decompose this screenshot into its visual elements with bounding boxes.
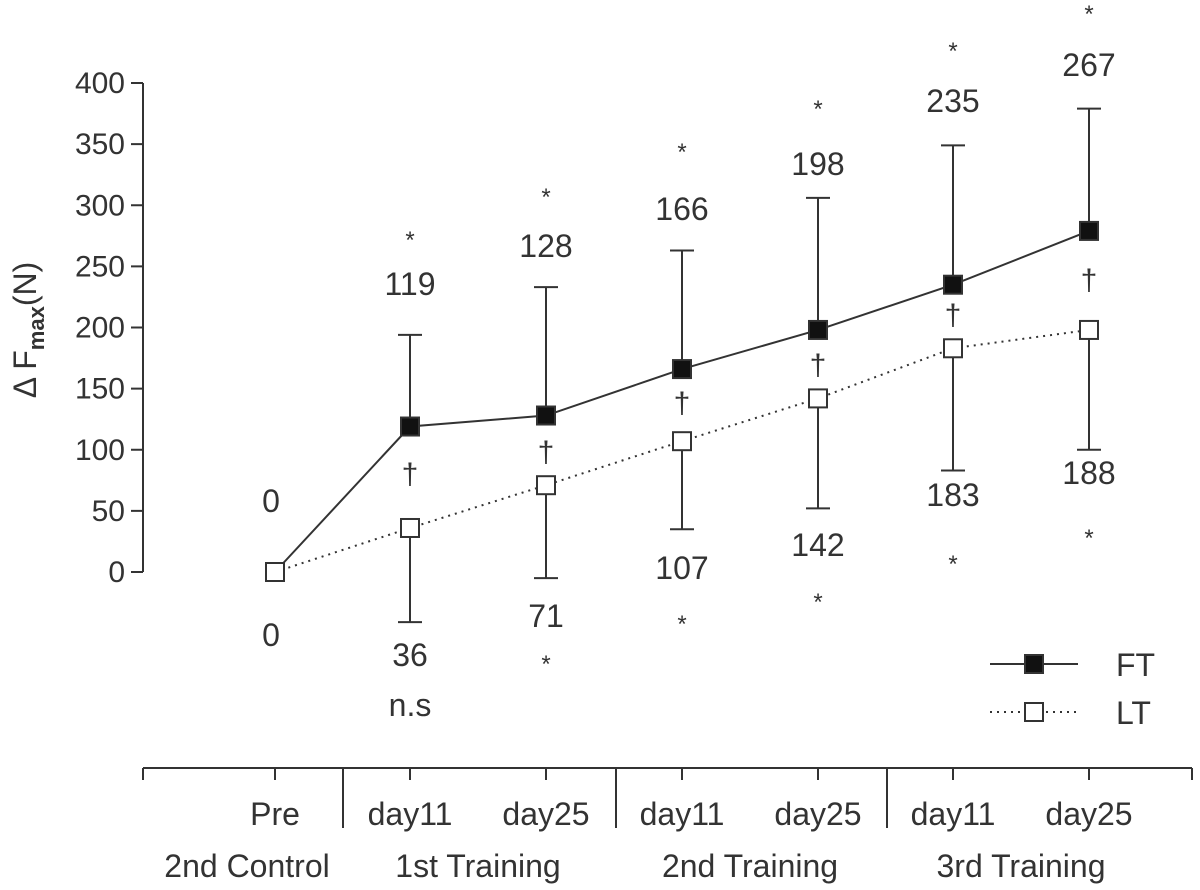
lt-significance-mark: *	[541, 651, 550, 678]
ft-significance-mark: *	[948, 38, 957, 65]
ft-value-label: 267	[1062, 47, 1115, 83]
ft-value-label: 235	[926, 83, 979, 119]
group-label: 2nd Training	[662, 848, 838, 884]
between-group-mark: †	[945, 299, 962, 332]
ft-significance-mark: *	[1084, 1, 1093, 28]
legend-lt-marker	[1024, 702, 1044, 722]
y-axis-title-unit: (N)	[7, 262, 43, 306]
lt-value-label: 36	[392, 637, 428, 673]
y-tick-label: 200	[75, 312, 125, 345]
legend-lt-label: LT	[1116, 695, 1151, 731]
x-tick-label: day25	[1045, 796, 1132, 832]
x-tick-label: day11	[368, 796, 453, 832]
legend-ft-label: FT	[1116, 647, 1155, 683]
ft-significance-mark: *	[541, 184, 550, 211]
ft-value-label: 128	[519, 228, 572, 264]
lt-significance-mark: *	[1084, 525, 1093, 552]
lt-significance-mark: *	[948, 551, 957, 578]
group-label: 2nd Control	[164, 848, 329, 884]
y-tick-label: 300	[75, 189, 125, 222]
lt-point	[672, 431, 692, 452]
between-group-mark: †	[810, 349, 827, 382]
lt-point	[943, 338, 963, 359]
ft-value-label: 119	[384, 266, 435, 302]
x-tick-label: day11	[640, 796, 725, 832]
ft-value-label: 198	[791, 146, 844, 182]
y-tick-label: 400	[75, 67, 125, 100]
ft-point	[943, 274, 963, 295]
x-tick-label: day11	[911, 796, 996, 832]
lt-value-label: 142	[791, 527, 844, 563]
ft-significance-mark: *	[677, 139, 686, 166]
y-axis-title: Δ Fmax(N)	[7, 262, 49, 399]
ft-point	[1079, 220, 1099, 241]
ft-point	[808, 319, 828, 340]
between-group-mark: †	[674, 387, 691, 420]
y-axis-title-main: Δ F	[7, 350, 43, 398]
lt-point	[808, 388, 828, 409]
lt-significance-mark: *	[677, 611, 686, 638]
ft-point	[536, 405, 556, 426]
group-label: 1st Training	[395, 848, 560, 884]
between-group-mark: †	[538, 436, 555, 469]
y-tick-label: 0	[108, 556, 125, 589]
x-tick-label: day25	[502, 796, 589, 832]
lt-value-label: 107	[655, 550, 708, 586]
lt-point	[265, 562, 285, 582]
y-tick-label: 350	[75, 128, 125, 161]
ft-value-label: 0	[262, 483, 280, 519]
group-label: 3rd Training	[937, 848, 1106, 884]
between-group-mark: †	[1081, 264, 1098, 297]
lt-value-label: 183	[926, 477, 979, 513]
legend-ft-marker	[1024, 654, 1044, 674]
between-group-mark: †	[402, 458, 419, 491]
lt-significance-mark: n.s	[389, 687, 432, 723]
y-axis-title-sub: max	[24, 305, 49, 350]
ft-point	[672, 359, 692, 380]
ft-significance-mark: *	[405, 227, 414, 254]
lt-point	[536, 475, 556, 496]
y-tick-label: 250	[75, 250, 125, 283]
y-tick-label: 100	[75, 434, 125, 467]
lt-point	[400, 517, 420, 538]
ft-point	[400, 416, 420, 437]
y-tick-label: 150	[75, 373, 125, 406]
lt-significance-mark: *	[813, 589, 822, 616]
x-tick-label: Pre	[250, 796, 300, 832]
lt-value-label: 71	[528, 598, 564, 634]
ft-value-label: 166	[655, 191, 708, 227]
ft-significance-mark: *	[813, 96, 822, 123]
lt-point	[1079, 319, 1099, 340]
lt-value-label: 188	[1062, 455, 1115, 491]
lt-value-label: 0	[262, 617, 280, 653]
x-tick-label: day25	[774, 796, 861, 832]
y-tick-label: 50	[92, 495, 125, 528]
